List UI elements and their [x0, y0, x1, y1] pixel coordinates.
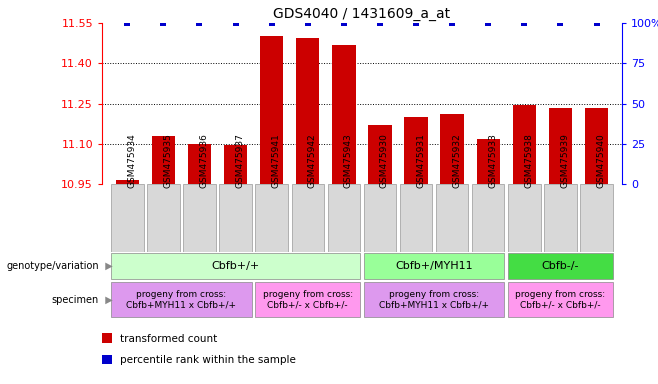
Text: progeny from cross:
Cbfb+/- x Cbfb+/-: progeny from cross: Cbfb+/- x Cbfb+/- — [263, 290, 353, 309]
Text: GSM475933: GSM475933 — [488, 133, 497, 188]
Text: GSM475936: GSM475936 — [199, 133, 209, 188]
Text: transformed count: transformed count — [120, 334, 217, 344]
Bar — [102, 355, 113, 364]
Text: GSM475938: GSM475938 — [524, 133, 534, 188]
Text: GSM475942: GSM475942 — [308, 133, 316, 188]
Bar — [364, 184, 396, 252]
Text: GSM475932: GSM475932 — [452, 133, 461, 188]
Text: ▶: ▶ — [99, 295, 113, 305]
Bar — [364, 253, 505, 279]
Bar — [472, 184, 505, 252]
Text: GSM475935: GSM475935 — [163, 133, 172, 188]
Bar — [219, 184, 252, 252]
Bar — [116, 180, 139, 184]
Bar — [368, 125, 392, 184]
Bar — [188, 144, 211, 184]
Text: Cbfb+/MYH11: Cbfb+/MYH11 — [395, 261, 473, 271]
Bar — [291, 184, 324, 252]
Text: percentile rank within the sample: percentile rank within the sample — [120, 355, 296, 365]
Bar — [224, 146, 247, 184]
Text: Cbfb+/+: Cbfb+/+ — [211, 261, 260, 271]
Bar — [328, 184, 360, 252]
Text: progeny from cross:
Cbfb+MYH11 x Cbfb+/+: progeny from cross: Cbfb+MYH11 x Cbfb+/+ — [379, 290, 489, 309]
Bar — [111, 282, 252, 317]
Text: progeny from cross:
Cbfb+MYH11 x Cbfb+/+: progeny from cross: Cbfb+MYH11 x Cbfb+/+ — [126, 290, 236, 309]
Bar — [111, 184, 143, 252]
Bar — [332, 45, 355, 184]
Bar — [102, 333, 113, 343]
Bar — [508, 184, 541, 252]
Bar — [549, 108, 572, 184]
Text: GSM475934: GSM475934 — [127, 133, 136, 188]
Bar — [147, 184, 180, 252]
Bar — [111, 253, 360, 279]
Text: GSM475939: GSM475939 — [561, 133, 569, 188]
Text: progeny from cross:
Cbfb+/- x Cbfb+/-: progeny from cross: Cbfb+/- x Cbfb+/- — [515, 290, 605, 309]
Bar — [151, 136, 175, 184]
Text: specimen: specimen — [51, 295, 99, 305]
Text: GSM475940: GSM475940 — [597, 133, 605, 188]
Text: ▶: ▶ — [99, 261, 113, 271]
Text: genotype/variation: genotype/variation — [6, 261, 99, 271]
Bar — [513, 105, 536, 184]
Bar — [255, 282, 360, 317]
Title: GDS4040 / 1431609_a_at: GDS4040 / 1431609_a_at — [273, 7, 451, 21]
Bar — [255, 184, 288, 252]
Text: Cbfb-/-: Cbfb-/- — [542, 261, 579, 271]
Text: GSM475931: GSM475931 — [416, 133, 425, 188]
Bar — [544, 184, 576, 252]
Bar — [400, 184, 432, 252]
Bar — [436, 184, 468, 252]
Text: GSM475930: GSM475930 — [380, 133, 389, 188]
Bar — [296, 38, 320, 184]
Text: GSM475937: GSM475937 — [236, 133, 245, 188]
Bar — [585, 108, 608, 184]
Bar — [440, 114, 464, 184]
Bar — [183, 184, 216, 252]
Text: GSM475943: GSM475943 — [344, 133, 353, 188]
Bar — [508, 282, 613, 317]
Bar — [476, 139, 500, 184]
Bar — [508, 253, 613, 279]
Bar — [580, 184, 613, 252]
Bar — [260, 36, 284, 184]
Bar — [364, 282, 505, 317]
Bar — [404, 117, 428, 184]
Text: GSM475941: GSM475941 — [272, 133, 281, 188]
